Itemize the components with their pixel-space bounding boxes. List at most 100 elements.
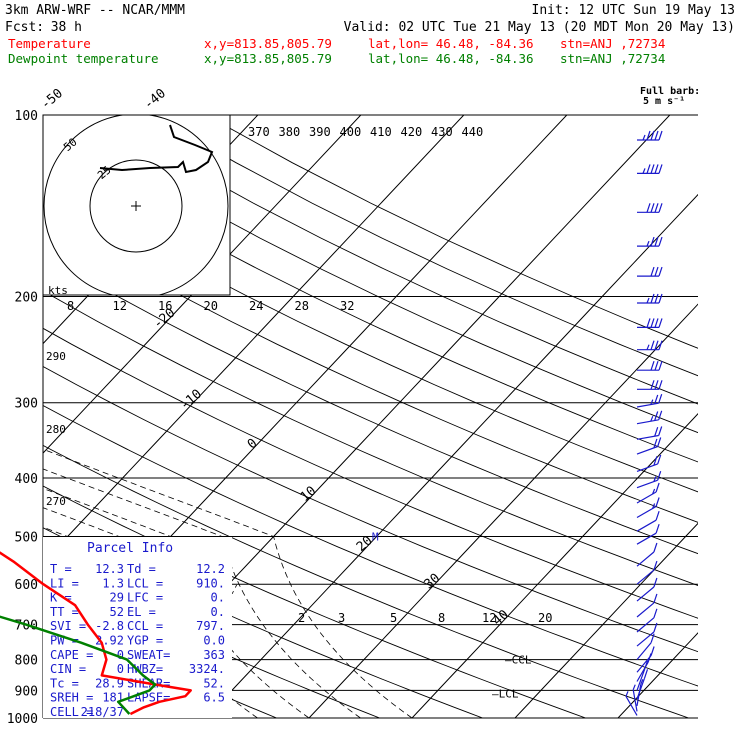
theta-e-label: 440	[462, 125, 484, 139]
parcel-key: HWBZ=	[127, 662, 163, 676]
barb-flag	[657, 437, 662, 447]
barb-flag	[658, 380, 663, 390]
wind-barb	[636, 577, 658, 602]
wind-barb	[636, 593, 658, 618]
parcel-key: Td =	[127, 562, 156, 576]
mixing-ratio-label: 2	[298, 611, 305, 625]
pressure-tick-label: 600	[15, 578, 38, 593]
barb-flag	[655, 511, 660, 521]
barb-flag	[654, 236, 659, 247]
series-line	[0, 551, 192, 716]
init-time: Init: 12 UTC Sun 19 May 13	[532, 3, 736, 18]
profile-series	[0, 551, 192, 716]
barb-half-flag	[640, 679, 644, 685]
pressure-tick-label: 400	[15, 472, 38, 487]
parcel-value: 181	[102, 691, 124, 705]
parcel-value: 1.3	[102, 576, 124, 590]
wind-barb	[636, 394, 663, 408]
isotherm-label: 10	[298, 484, 320, 506]
chart-grid	[43, 115, 698, 718]
pressure-tick-label: 800	[15, 654, 38, 669]
barb-half-flag	[650, 415, 654, 422]
ccl-label: –CCL	[505, 654, 532, 667]
barb-flag	[646, 164, 651, 174]
barb-flag	[650, 361, 655, 371]
parcel-key: SREH =	[50, 691, 93, 705]
theta-label: 280	[46, 423, 66, 436]
pressure-tick-label: 300	[15, 397, 38, 412]
parcel-value: 28.9	[95, 676, 124, 690]
barb-flag	[654, 266, 659, 277]
legend-latlon: lat,lon= 46.48, -84.36	[368, 36, 534, 51]
hodograph-ring-outer	[43, 115, 229, 295]
wind-barb	[636, 646, 655, 673]
barb-flag	[655, 524, 660, 534]
pressure-tick-label: 900	[15, 684, 38, 699]
barb-half-flag	[646, 297, 650, 304]
parcel-value: 218/37	[81, 705, 124, 719]
barb-flag	[653, 622, 658, 633]
isotherm-label: -40	[141, 86, 169, 113]
barb-half-flag	[652, 503, 656, 509]
barb-staff	[636, 602, 655, 618]
barb-flag	[658, 130, 663, 141]
dry-adiabat-line	[43, 146, 698, 463]
barb-staff	[636, 655, 652, 673]
barb-flag	[654, 380, 659, 390]
parcel-value: 363	[203, 648, 225, 662]
parcel-value: 0.	[211, 591, 225, 605]
barb-half-flag	[646, 344, 650, 350]
isotherm-line	[205, 193, 698, 718]
mixing-ratio-label: 3	[338, 611, 345, 625]
barb-half-flag	[650, 399, 654, 405]
barb-flag	[654, 130, 659, 141]
mixing-ratio-label: 20	[538, 611, 552, 625]
dry-adiabat-line	[152, 115, 698, 377]
barb-flag	[650, 340, 655, 350]
parcel-key: LI =	[50, 576, 79, 590]
parcel-value: 0	[117, 662, 124, 676]
barb-flag	[654, 411, 659, 421]
dewpoint-legend-line: Dewpoint temperature x,y=813.85,805.79 l…	[8, 51, 665, 66]
parcel-key: YGP =	[127, 634, 163, 648]
barb-flag	[650, 293, 655, 304]
speed-tick-label: 16	[158, 299, 172, 313]
pressure-tick-label: 1000	[7, 712, 38, 727]
legend-name: Dewpoint temperature	[8, 51, 159, 66]
parcel-value: 0.	[211, 605, 225, 619]
barb-flag	[657, 471, 662, 481]
barb-staff	[636, 669, 646, 691]
parcel-key: LCL =	[127, 576, 163, 590]
speed-tick-label: 32	[340, 299, 354, 313]
hodograph-ring-inner	[89, 159, 183, 253]
wind-barb	[637, 361, 663, 371]
parcel-info-title: Parcel Info	[87, 541, 173, 556]
wind-barb	[636, 454, 662, 472]
legend-xy: x,y=813.85,805.79	[204, 51, 332, 66]
parcel-value: 0.0	[203, 634, 225, 648]
barb-staff	[636, 419, 659, 425]
parcel-key: LFC =	[127, 591, 163, 605]
legend-xy: x,y=813.85,805.79	[204, 36, 332, 51]
hodograph: 25 50	[42, 114, 231, 296]
parcel-value: 6.5	[203, 691, 225, 705]
barb-flag	[646, 130, 651, 141]
parcel-key: Tc =	[50, 676, 79, 690]
wind-barb	[636, 622, 658, 647]
isotherm-label: -10	[177, 387, 205, 414]
parcel-value: 52	[110, 605, 124, 619]
theta-e-label: 400	[340, 125, 362, 139]
barb-half-flag	[642, 168, 646, 174]
barb-staff	[636, 402, 659, 408]
parcel-key: EL =	[127, 605, 156, 619]
wind-barb	[636, 524, 660, 545]
barb-flag	[655, 497, 660, 507]
barb-flag	[654, 203, 659, 213]
mixing-ratio-label: 5	[390, 611, 397, 625]
barb-staff	[636, 617, 655, 633]
parcel-key: CELL =	[50, 705, 93, 719]
barb-staff	[632, 689, 638, 712]
theta-e-label: 380	[279, 125, 301, 139]
theta-e-label: 370	[248, 125, 270, 139]
barb-flag	[650, 203, 655, 213]
